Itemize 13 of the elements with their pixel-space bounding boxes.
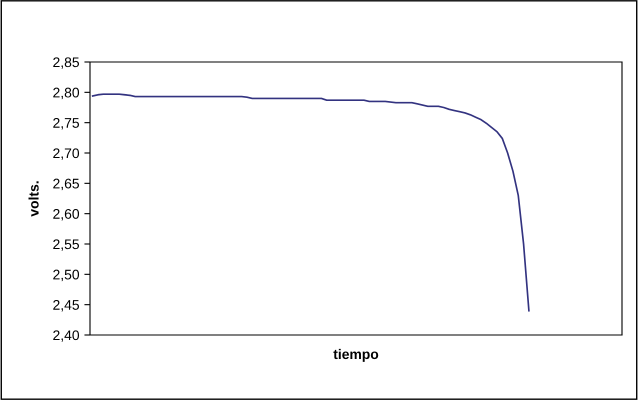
y-tick-label: 2,40 bbox=[53, 330, 80, 342]
y-tick-label: 2,65 bbox=[53, 178, 80, 190]
line-series bbox=[92, 93, 530, 312]
y-axis-title: volts. bbox=[28, 181, 39, 217]
y-tick-label: 2,85 bbox=[53, 57, 80, 69]
x-axis-title: tiempo bbox=[333, 348, 378, 362]
y-tick-label: 2,55 bbox=[53, 239, 80, 251]
y-tick-label: 2,50 bbox=[53, 270, 80, 282]
y-tick-label: 2,80 bbox=[53, 88, 80, 100]
y-tick-label: 2,45 bbox=[53, 300, 80, 312]
y-tick-label: 2,75 bbox=[53, 118, 80, 130]
y-tick-label: 2,70 bbox=[53, 148, 80, 160]
y-tick-label: 2,60 bbox=[53, 209, 80, 220]
